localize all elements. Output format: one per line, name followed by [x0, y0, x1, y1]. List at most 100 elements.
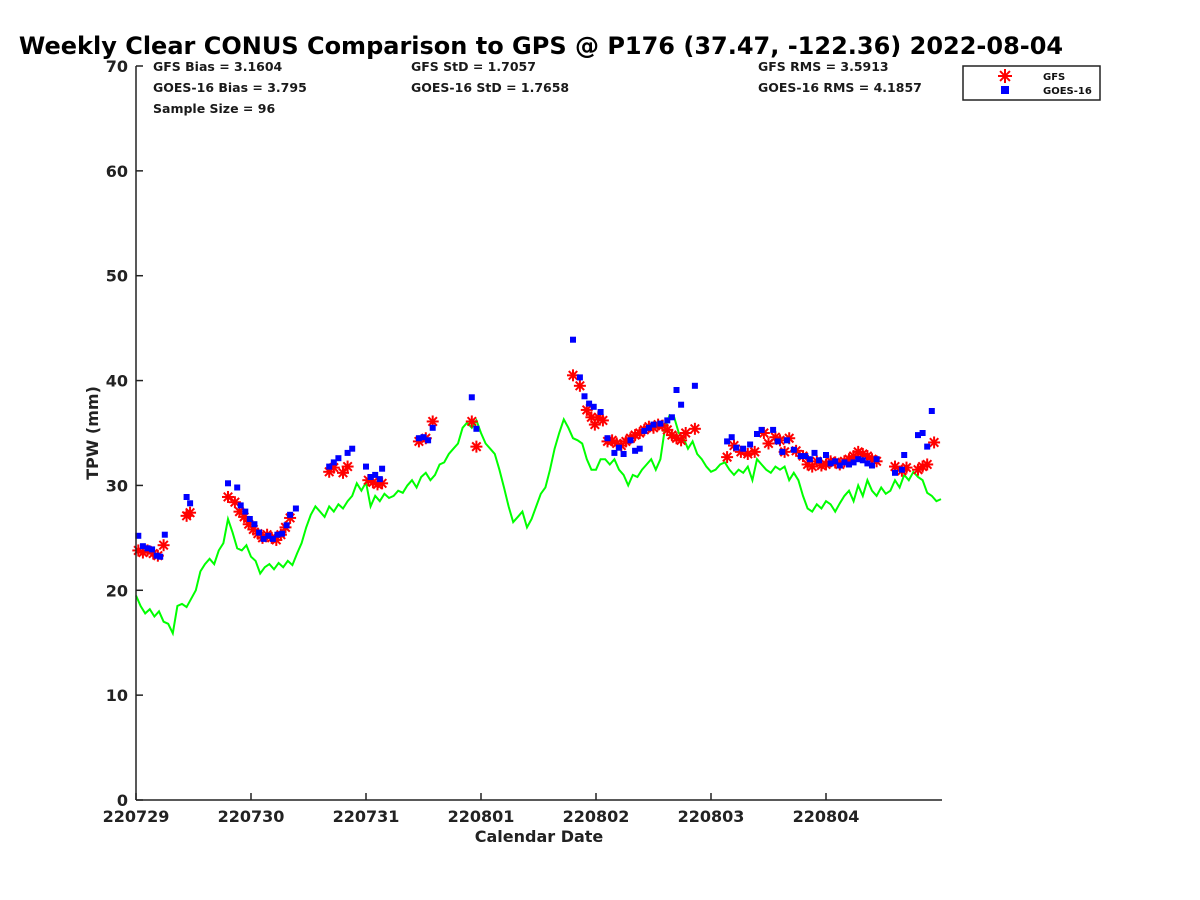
data-point-goes-16	[468, 394, 475, 401]
data-point-goes-16	[850, 459, 857, 466]
y-tick-label: 10	[106, 686, 128, 705]
data-point-gfs	[184, 506, 197, 519]
data-point-goes-16	[157, 553, 164, 560]
goes-rms-stat: GOES-16 RMS = 4.1857	[758, 80, 922, 95]
data-point-goes-16	[265, 532, 272, 539]
sample-size-stat: Sample Size = 96	[153, 101, 275, 116]
plot-data	[132, 336, 942, 637]
data-point-goes-16	[344, 449, 351, 456]
data-point-goes-16	[641, 427, 648, 434]
data-point-goes-16	[473, 425, 480, 432]
data-point-goes-16	[604, 435, 611, 442]
data-point-goes-16	[869, 462, 875, 469]
x-tick-label: 220804	[793, 807, 860, 826]
data-point-goes-16	[859, 457, 866, 464]
data-point-goes-16	[898, 466, 905, 473]
gfs-std-stat: GFS StD = 1.7057	[411, 59, 536, 74]
data-point-goes-16	[183, 494, 190, 500]
data-point-goes-16	[770, 426, 777, 433]
legend-goes-label: GOES-16	[1043, 86, 1092, 97]
data-point-goes-16	[251, 521, 258, 528]
data-point-goes-16	[632, 447, 639, 454]
data-point-goes-16	[901, 452, 908, 458]
data-point-gfs	[928, 436, 941, 449]
data-point-goes-16	[376, 476, 383, 483]
data-point-goes-16	[363, 463, 369, 470]
data-point-goes-16	[827, 460, 834, 467]
data-point-goes-16	[758, 426, 765, 433]
data-point-goes-16	[234, 484, 241, 491]
legend: GFS GOES-16	[962, 65, 1101, 101]
data-point-gfs	[341, 460, 354, 473]
y-tick-label: 30	[106, 476, 128, 495]
data-point-goes-16	[161, 531, 168, 538]
y-tick-label: 40	[106, 372, 128, 391]
data-point-gfs	[721, 451, 734, 464]
y-tick-label: 20	[106, 581, 128, 600]
x-tick-label: 220802	[563, 807, 630, 826]
data-point-goes-16	[754, 431, 760, 437]
gfs-rms-stat: GFS RMS = 3.5913	[758, 59, 889, 74]
data-point-goes-16	[283, 522, 290, 529]
data-point-goes-16	[144, 545, 151, 552]
data-point-goes-16	[691, 382, 698, 389]
data-point-goes-16	[668, 414, 675, 421]
legend-box	[962, 65, 1101, 101]
data-point-goes-16	[802, 453, 809, 460]
data-point-goes-16	[873, 456, 880, 463]
y-tick-label: 70	[106, 57, 128, 76]
data-point-goes-16	[620, 451, 627, 457]
data-point-gfs	[688, 422, 701, 435]
data-point-goes-16	[928, 408, 935, 414]
data-point-goes-16	[420, 434, 427, 441]
data-point-goes-16	[616, 444, 622, 451]
data-point-goes-16	[823, 452, 829, 458]
data-point-goes-16	[581, 393, 588, 400]
data-point-gfs	[337, 466, 349, 479]
data-point-goes-16	[242, 508, 249, 515]
x-tick-label: 220801	[448, 807, 515, 826]
data-point-goes-16	[774, 438, 781, 445]
data-point-goes-16	[811, 449, 818, 456]
data-point-goes-16	[797, 453, 804, 460]
data-point-goes-16	[673, 387, 680, 393]
data-point-goes-16	[806, 456, 813, 463]
data-point-goes-16	[287, 511, 294, 518]
data-point-gfs	[465, 415, 478, 428]
x-tick-label: 220730	[218, 807, 285, 826]
x-axis-title: Calendar Date	[475, 827, 604, 846]
x-tick-label: 220731	[333, 807, 400, 826]
y-tick-label: 50	[106, 267, 128, 286]
data-point-goes-16	[892, 469, 898, 476]
legend-gfs-star	[998, 69, 1012, 83]
data-point-goes-16	[645, 424, 652, 431]
data-point-goes-16	[225, 480, 231, 487]
data-point-goes-16	[425, 437, 432, 444]
data-point-goes-16	[349, 445, 356, 452]
data-point-goes-16	[570, 336, 576, 343]
data-point-goes-16	[855, 456, 862, 463]
legend-goes-marker	[1001, 86, 1009, 94]
data-point-goes-16	[256, 529, 263, 536]
legend-gfs-marker	[998, 69, 1012, 83]
data-point-gfs	[470, 440, 483, 453]
data-point-goes-16	[678, 401, 685, 408]
data-point-goes-16	[636, 445, 643, 452]
data-point-gfs	[573, 379, 586, 392]
data-point-goes-16	[664, 417, 671, 424]
data-point-gfs	[748, 445, 761, 458]
goes-std-stat: GOES-16 StD = 1.7658	[411, 80, 569, 95]
data-point-goes-16	[783, 437, 790, 444]
data-point-goes-16	[367, 474, 374, 480]
data-point-goes-16	[149, 546, 156, 553]
data-point-goes-16	[135, 532, 142, 539]
data-point-goes-16	[733, 444, 740, 451]
data-point-gfs	[921, 458, 934, 471]
data-point-goes-16	[279, 530, 286, 537]
data-point-gfs	[596, 414, 609, 427]
x-tick-label: 220803	[678, 807, 745, 826]
data-point-goes-16	[836, 462, 843, 469]
data-point-goes-16	[590, 403, 597, 410]
axes	[135, 66, 942, 801]
